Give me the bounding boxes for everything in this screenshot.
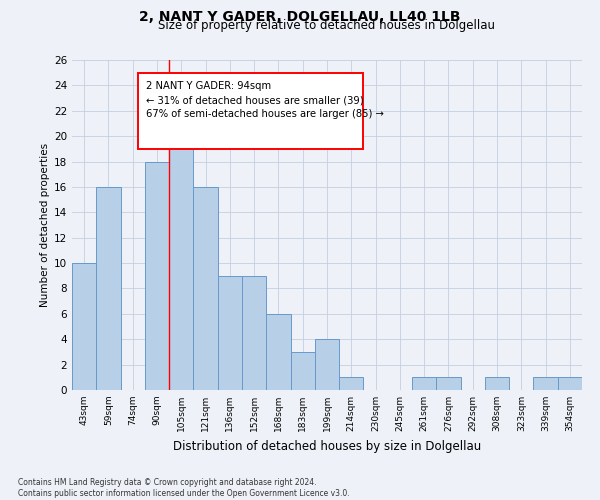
Bar <box>145 162 169 390</box>
Bar <box>290 352 315 390</box>
Bar <box>436 378 461 390</box>
Bar <box>193 187 218 390</box>
Text: Contains HM Land Registry data © Crown copyright and database right 2024.
Contai: Contains HM Land Registry data © Crown c… <box>18 478 350 498</box>
Bar <box>533 378 558 390</box>
Bar <box>485 378 509 390</box>
Text: 2 NANT Y GADER: 94sqm
← 31% of detached houses are smaller (39)
67% of semi-deta: 2 NANT Y GADER: 94sqm ← 31% of detached … <box>146 82 384 120</box>
Bar <box>169 124 193 390</box>
Bar <box>266 314 290 390</box>
Bar <box>412 378 436 390</box>
Bar <box>72 263 96 390</box>
Bar <box>96 187 121 390</box>
X-axis label: Distribution of detached houses by size in Dolgellau: Distribution of detached houses by size … <box>173 440 481 452</box>
Bar <box>558 378 582 390</box>
Bar <box>242 276 266 390</box>
Y-axis label: Number of detached properties: Number of detached properties <box>40 143 50 307</box>
Title: Size of property relative to detached houses in Dolgellau: Size of property relative to detached ho… <box>158 20 496 32</box>
Text: 2, NANT Y GADER, DOLGELLAU, LL40 1LB: 2, NANT Y GADER, DOLGELLAU, LL40 1LB <box>139 10 461 24</box>
FancyBboxPatch shape <box>139 73 363 149</box>
Bar <box>218 276 242 390</box>
Bar <box>339 378 364 390</box>
Bar <box>315 339 339 390</box>
